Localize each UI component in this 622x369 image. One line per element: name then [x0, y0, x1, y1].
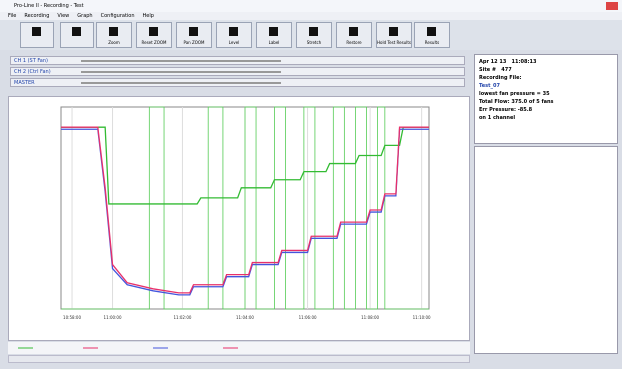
- legend: [18, 347, 238, 349]
- tool-button[interactable]: Label: [256, 22, 292, 48]
- tool-button[interactable]: Restore: [336, 22, 372, 48]
- toolbar: Zoom Reset ZOOM Pan ZOOM Level Label Stretch R…: [0, 20, 622, 50]
- channel-name: CH 2 (Ctrl Fan): [14, 69, 51, 75]
- menu-item[interactable]: File: [8, 13, 17, 19]
- site-label: Site #: [479, 67, 497, 73]
- tool-button[interactable]: Level: [216, 22, 252, 48]
- x-tick-label: 10:58:00: [63, 315, 81, 320]
- info-panel: Apr 12 13 11:08:13 Site # 477 Recording …: [474, 54, 618, 144]
- menu-item[interactable]: View: [57, 13, 70, 19]
- info-line: on 1 channel: [479, 115, 516, 121]
- file: Test_07: [479, 83, 500, 89]
- tool-button[interactable]: Hold Test Results: [376, 22, 412, 48]
- menu-item[interactable]: Graph: [77, 13, 93, 19]
- channel-name: CH 1 (ST Fan): [14, 58, 48, 64]
- info-line: Total Flow: 375.0 of 5 fans: [479, 99, 554, 105]
- scrollbar[interactable]: [8, 355, 470, 363]
- x-tick-label: 11:08:00: [361, 315, 379, 320]
- date: Apr 12 13: [479, 59, 507, 65]
- channel-row: MASTER: [10, 78, 465, 87]
- file-label: Recording File:: [479, 75, 522, 81]
- x-tick-label: 11:00:00: [104, 315, 122, 320]
- series-line: [61, 106, 429, 310]
- tool-button[interactable]: Results: [414, 22, 450, 48]
- tool-button[interactable]: Pan ZOOM: [176, 22, 212, 48]
- tool-button[interactable]: Reset ZOOM: [136, 22, 172, 48]
- tool-button[interactable]: Zoom: [96, 22, 132, 48]
- close[interactable]: [606, 2, 618, 10]
- title: Pro-Line II - Recording - Test: [14, 3, 84, 9]
- channel-row: CH 1 (ST Fan): [10, 56, 465, 65]
- menu-item[interactable]: Configuration: [100, 13, 135, 19]
- menu-item[interactable]: Recording: [24, 13, 50, 19]
- series-line: [61, 126, 429, 294]
- channel-slider[interactable]: [81, 71, 281, 73]
- tool-button[interactable]: [60, 22, 94, 48]
- chart: 10:58:00 11:00:00 11:02:00 11:04:00 11:06:00…: [60, 106, 431, 320]
- series-line: [61, 126, 429, 205]
- tool-button[interactable]: [20, 22, 54, 48]
- plot-panel: 10:58:00 11:00:00 11:02:00 11:04:00 11:06:00…: [8, 96, 470, 341]
- tool-button[interactable]: Stretch: [296, 22, 332, 48]
- x-tick-label: 11:06:00: [299, 315, 317, 320]
- series-line: [61, 128, 429, 296]
- x-tick-label: 11:02:00: [173, 315, 191, 320]
- x-tick-label: 11:10:00: [413, 315, 431, 320]
- channel-slider[interactable]: [81, 60, 281, 62]
- time: 11:08:13: [511, 59, 537, 65]
- x-tick-label: 11:04:00: [236, 315, 254, 320]
- channel-row: CH 2 (Ctrl Fan): [10, 67, 465, 76]
- channel-slider[interactable]: [81, 82, 281, 84]
- legend-bar: [8, 342, 470, 354]
- title-bar: Pro-Line II - Recording - Test: [0, 0, 622, 12]
- site: 477: [501, 67, 512, 73]
- menu-bar: File Recording View Graph Configuration Help: [0, 12, 622, 20]
- channels: CH 1 (ST Fan) CH 2 (Ctrl Fan) MASTER: [0, 52, 470, 96]
- channel-list: [474, 146, 618, 354]
- channel-name: MASTER: [14, 80, 35, 86]
- menu-item[interactable]: Help: [142, 13, 154, 19]
- info-line: lowest fan pressure = 35: [479, 91, 550, 97]
- info-line: Err Pressure: -85.8: [479, 107, 533, 113]
